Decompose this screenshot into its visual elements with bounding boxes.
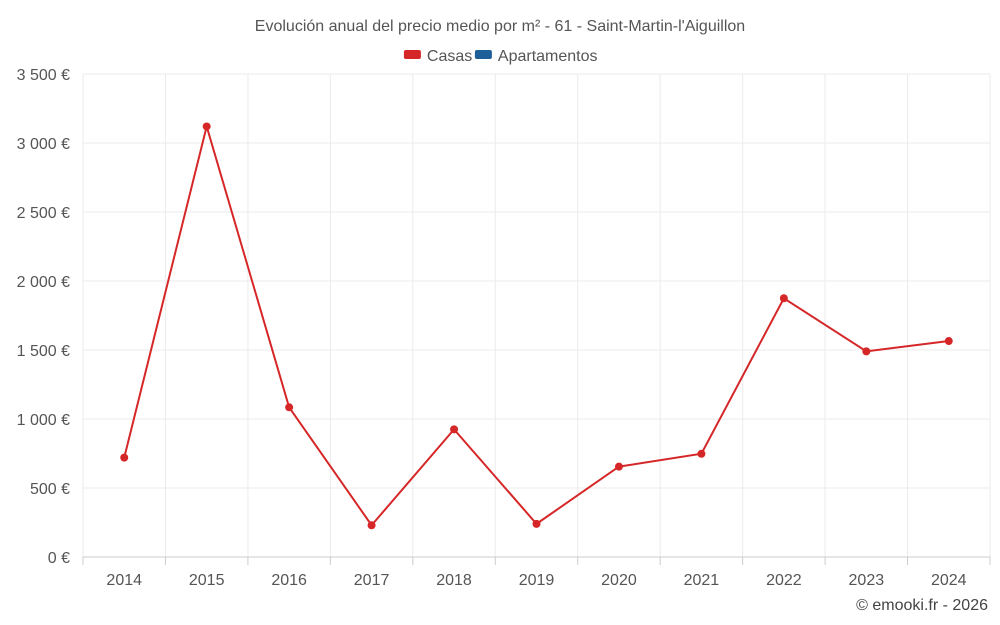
data-point-2022[interactable] — [779, 294, 788, 303]
data-point-2015[interactable] — [202, 122, 211, 131]
legend-swatch-apartamentos[interactable] — [474, 50, 492, 59]
grid-lines — [82, 73, 991, 557]
x-tick-label: 2016 — [271, 572, 307, 589]
y-tick-label: 500 € — [30, 481, 70, 498]
data-point-2024[interactable] — [944, 337, 953, 346]
y-tick-label: 3 500 € — [17, 67, 70, 84]
y-tick-label: 3 000 € — [17, 136, 70, 153]
data-point-2016[interactable] — [285, 403, 294, 412]
data-point-2019[interactable] — [532, 519, 541, 528]
x-tick-label: 2023 — [849, 572, 885, 589]
credit-text: © emooki.fr - 2026 — [856, 597, 988, 614]
series-layer — [120, 122, 953, 530]
chart-title: Evolución anual del precio medio por m² … — [255, 18, 745, 35]
y-tick-label: 1 000 € — [17, 412, 70, 429]
x-tick-label: 2020 — [601, 572, 637, 589]
data-point-2020[interactable] — [614, 462, 623, 471]
legend[interactable]: Casas Apartamentos — [403, 48, 598, 65]
x-tick-label: 2024 — [931, 572, 967, 589]
x-tick-label: 2017 — [354, 572, 390, 589]
y-tick-label: 2 000 € — [17, 274, 70, 291]
data-point-2021[interactable] — [697, 449, 706, 458]
data-point-2023[interactable] — [862, 347, 871, 356]
y-axis: 0 € 500 € 1 000 € 1 500 € 2 000 € 2 500 € 3 00… — [17, 67, 70, 567]
data-point-2014[interactable] — [120, 453, 129, 462]
legend-swatch-casas[interactable] — [403, 50, 421, 59]
x-axis: 2014 2015 2016 2017 2018 2019 2020 2021 2022 2023… — [82, 556, 991, 589]
y-tick-label: 2 500 € — [17, 205, 70, 222]
data-point-2018[interactable] — [450, 425, 459, 434]
x-tick-label: 2014 — [106, 572, 142, 589]
x-tick-label: 2022 — [766, 572, 802, 589]
data-point-2017[interactable] — [367, 521, 376, 530]
legend-label-apartamentos[interactable]: Apartamentos — [498, 48, 598, 65]
y-tick-label: 0 € — [48, 550, 70, 567]
legend-label-casas[interactable]: Casas — [427, 48, 472, 65]
y-tick-label: 1 500 € — [17, 343, 70, 360]
x-tick-label: 2021 — [684, 572, 720, 589]
x-tick-label: 2018 — [436, 572, 472, 589]
x-tick-label: 2015 — [189, 572, 225, 589]
x-tick-label: 2019 — [519, 572, 555, 589]
